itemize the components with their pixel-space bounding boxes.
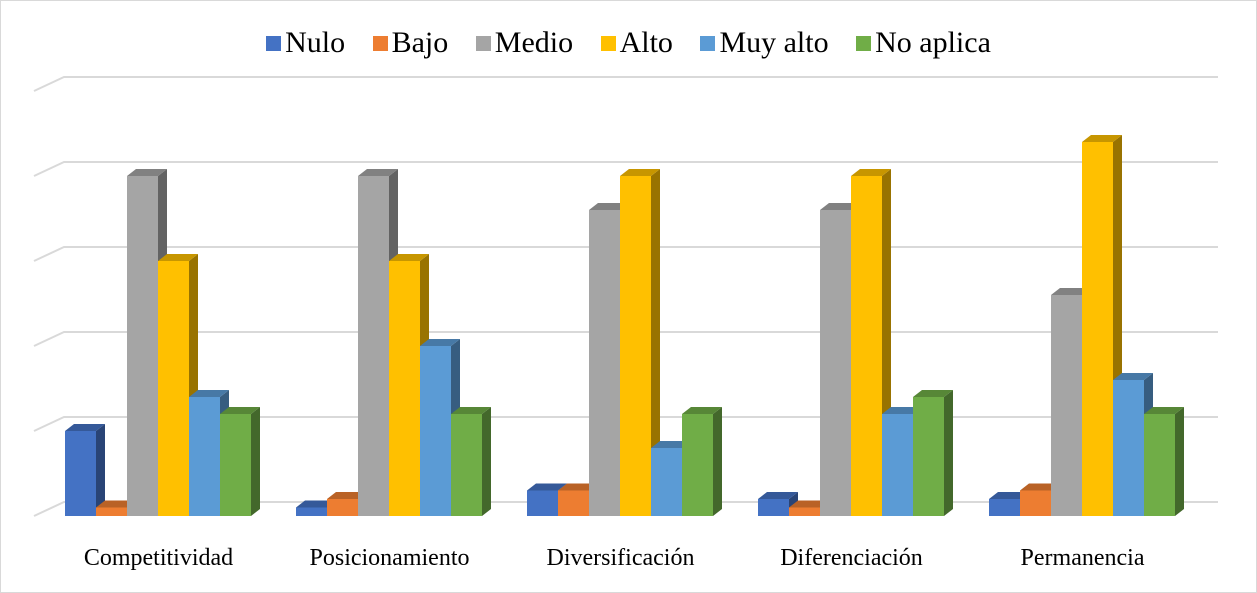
- legend-label-nulo: Nulo: [285, 26, 346, 59]
- bar-top-medio: [589, 203, 629, 210]
- bar-side-no-aplica: [251, 407, 260, 516]
- bar-top-no-aplica: [913, 390, 953, 397]
- bar-bajo: [1020, 490, 1051, 516]
- legend-item-nulo: Nulo: [266, 26, 345, 60]
- bar-top-nulo: [65, 424, 105, 431]
- legend-label-bajo: Bajo: [391, 26, 449, 59]
- legend-swatch-muy-alto: [700, 36, 716, 51]
- bar-side-nulo: [96, 424, 105, 516]
- bar-top-nulo: [989, 492, 1029, 499]
- bar-top-bajo: [96, 500, 136, 508]
- bar-bajo: [327, 499, 358, 516]
- bar-muy-alto: [189, 397, 220, 516]
- bar-side-alto: [651, 169, 660, 516]
- legend-swatch-bajo: [372, 36, 388, 51]
- bar-bajo: [558, 490, 589, 516]
- gridline: [33, 76, 1218, 92]
- bar-top-alto: [158, 254, 198, 261]
- bar-muy-alto: [420, 346, 451, 516]
- legend: Nulo Bajo Medio Alto Muy alto No aplica: [0, 26, 1257, 60]
- legend-label-no-aplica: No aplica: [875, 26, 991, 59]
- bar-top-medio: [127, 169, 167, 176]
- legend-item-medio: Medio: [475, 26, 574, 60]
- bar-top-nulo: [527, 483, 567, 491]
- bar-muy-alto: [882, 414, 913, 516]
- bar-top-alto: [620, 169, 660, 176]
- bar-top-bajo: [558, 483, 598, 491]
- bar-top-alto: [1082, 135, 1122, 142]
- bar-top-muy-alto: [189, 390, 229, 397]
- bar-top-nulo: [296, 500, 336, 508]
- category-label: Posicionamiento: [310, 545, 470, 571]
- legend-label-medio: Medio: [494, 26, 574, 59]
- bar-top-bajo: [789, 500, 829, 508]
- bar-bajo: [789, 507, 820, 516]
- bar-top-no-aplica: [451, 407, 491, 414]
- bar-top-muy-alto: [651, 441, 691, 448]
- bar-no-aplica: [451, 414, 482, 516]
- bar-top-no-aplica: [1144, 407, 1184, 414]
- category-label: Diferenciación: [780, 545, 923, 571]
- bar-top-medio: [820, 203, 860, 210]
- bar-top-nulo: [758, 492, 798, 499]
- legend-item-alto: Alto: [600, 26, 673, 60]
- bar-bajo: [96, 507, 127, 516]
- legend-item-no-aplica: No aplica: [856, 26, 991, 60]
- bar-medio: [127, 176, 158, 516]
- bar-nulo: [296, 507, 327, 516]
- bar-side-no-aplica: [944, 390, 953, 516]
- bar-top-muy-alto: [420, 339, 460, 346]
- legend-swatch-no-aplica: [856, 36, 872, 51]
- bar-top-medio: [1051, 288, 1091, 295]
- bar-no-aplica: [913, 397, 944, 516]
- legend-label-alto: Alto: [619, 26, 673, 59]
- bar-top-no-aplica: [220, 407, 260, 414]
- bar-muy-alto: [1113, 380, 1144, 516]
- bar-no-aplica: [1144, 414, 1175, 516]
- bar-side-no-aplica: [1175, 407, 1184, 516]
- bar-medio: [589, 210, 620, 516]
- bar-alto: [158, 261, 189, 516]
- bar-nulo: [65, 431, 96, 516]
- category-label: Permanencia: [1021, 545, 1145, 571]
- legend-item-muy-alto: Muy alto: [700, 26, 829, 60]
- bar-nulo: [989, 499, 1020, 516]
- bar-top-medio: [358, 169, 398, 176]
- bar-top-alto: [851, 169, 891, 176]
- bar-nulo: [527, 490, 558, 516]
- bar-top-bajo: [327, 492, 367, 499]
- bar-top-muy-alto: [882, 407, 922, 414]
- bar-top-alto: [389, 254, 429, 261]
- category-label: Competitividad: [84, 545, 233, 571]
- bar-medio: [358, 176, 389, 516]
- category-label: Diversificación: [547, 545, 695, 571]
- bar-side-no-aplica: [482, 407, 491, 516]
- bar-side-no-aplica: [713, 407, 722, 516]
- bar-medio: [820, 210, 851, 516]
- bar-muy-alto: [651, 448, 682, 516]
- bar-medio: [1051, 295, 1082, 516]
- bar-alto: [389, 261, 420, 516]
- bar-alto: [851, 176, 882, 516]
- legend-item-bajo: Bajo: [372, 26, 449, 60]
- legend-swatch-nulo: [266, 36, 282, 51]
- bar-alto: [1082, 142, 1113, 516]
- bar-top-no-aplica: [682, 407, 722, 414]
- legend-swatch-alto: [600, 36, 616, 51]
- gridline: [33, 161, 1218, 177]
- bar-no-aplica: [220, 414, 251, 516]
- bar-no-aplica: [682, 414, 713, 516]
- bar-nulo: [758, 499, 789, 516]
- bar-alto: [620, 176, 651, 516]
- legend-swatch-medio: [475, 36, 491, 51]
- bar-top-bajo: [1020, 483, 1060, 491]
- bar-top-muy-alto: [1113, 373, 1153, 380]
- legend-label-muy-alto: Muy alto: [719, 26, 829, 59]
